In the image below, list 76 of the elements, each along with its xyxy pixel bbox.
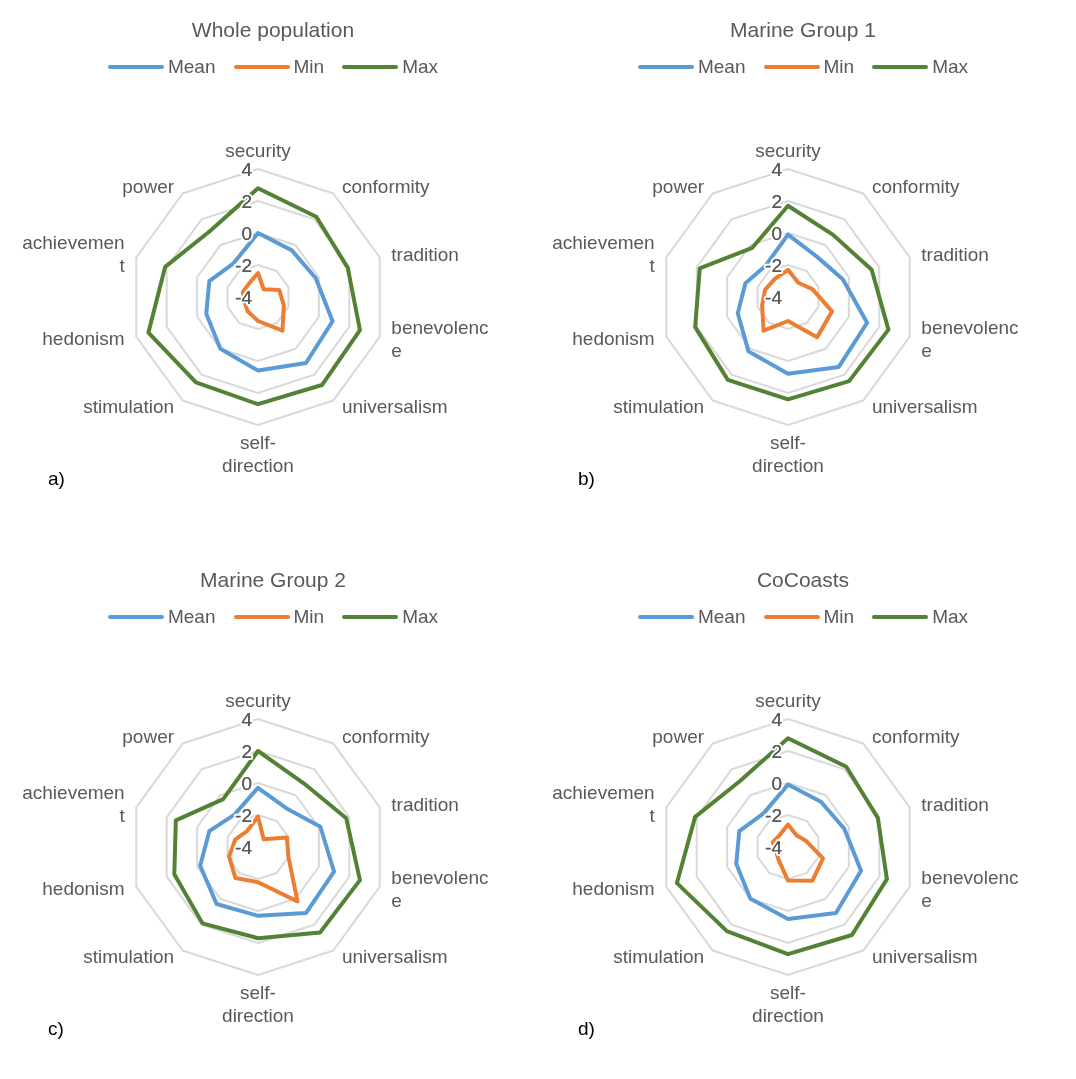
- spoke-label: self-direction: [752, 982, 824, 1026]
- spoke-label: security: [755, 140, 822, 161]
- y-tick-label: -4: [765, 287, 783, 308]
- y-tick-label: 4: [771, 159, 783, 180]
- spoke-label: achievement: [22, 232, 126, 277]
- spoke-label: stimulation: [613, 946, 705, 968]
- legend-label: Min: [293, 56, 325, 78]
- y-tick-label: -2: [235, 805, 252, 826]
- legend-label: Mean: [697, 606, 746, 628]
- spoke-label: power: [652, 725, 705, 747]
- spoke-label: tradition: [391, 243, 459, 265]
- y-tick-label: -2: [765, 255, 782, 276]
- spoke-label: universalism: [341, 946, 448, 968]
- legend-label: Mean: [167, 606, 216, 628]
- text: d): [578, 1018, 595, 1040]
- legend-label: Max: [402, 56, 439, 78]
- y-tick-label: 4: [771, 709, 783, 730]
- spoke-label: self-direction: [752, 432, 824, 476]
- spoke-label: hedonism: [42, 328, 125, 350]
- spoke-label: conformity: [871, 175, 961, 197]
- y-tick-label: -2: [235, 255, 252, 276]
- spoke-label: stimulation: [83, 396, 175, 418]
- spoke-label: conformity: [341, 725, 431, 747]
- spoke-label: self-direction: [222, 432, 294, 476]
- legend-label: Max: [402, 606, 439, 628]
- spoke-label: benevolence: [921, 316, 1019, 361]
- y-tick-label: 0: [241, 773, 252, 794]
- spoke-label: self-direction: [222, 982, 294, 1026]
- spoke-label: stimulation: [613, 396, 705, 418]
- spoke-label: tradition: [391, 793, 459, 815]
- spoke-label: benevolence: [391, 866, 489, 911]
- spoke-label: power: [652, 175, 705, 197]
- spoke-label: power: [122, 175, 175, 197]
- text: b): [578, 468, 595, 490]
- spoke-label: tradition: [921, 243, 989, 265]
- spoke-label: tradition: [921, 793, 989, 815]
- spoke-label: achievement: [552, 782, 656, 827]
- y-tick-label: 4: [241, 159, 253, 180]
- y-tick-label: -2: [765, 805, 782, 826]
- chart-title: Marine Group 2: [199, 568, 347, 593]
- y-tick-label: 0: [771, 223, 782, 244]
- legend-label: Max: [932, 56, 969, 78]
- spoke-label: benevolence: [391, 316, 489, 361]
- legend-label: Min: [293, 606, 325, 628]
- spoke-label: universalism: [871, 396, 978, 418]
- spoke-label: achievement: [22, 782, 126, 827]
- spoke-label: hedonism: [572, 878, 655, 900]
- legend-label: Mean: [697, 56, 746, 78]
- spoke-label: conformity: [871, 725, 961, 747]
- y-tick-label: 2: [241, 741, 252, 762]
- y-tick-label: 0: [771, 773, 782, 794]
- spoke-label: achievement: [552, 232, 656, 277]
- spoke-label: benevolence: [921, 866, 1019, 911]
- text: a): [48, 468, 65, 490]
- y-tick-label: 4: [241, 709, 253, 730]
- spoke-label: security: [225, 140, 292, 161]
- spoke-label: conformity: [341, 175, 431, 197]
- y-tick-label: 2: [771, 191, 782, 212]
- spoke-label: hedonism: [572, 328, 655, 350]
- y-tick-label: -4: [235, 837, 253, 858]
- spoke-label: universalism: [871, 946, 978, 968]
- chart-title: CoCoasts: [755, 568, 851, 593]
- spoke-label: power: [122, 725, 175, 747]
- legend-label: Mean: [167, 56, 216, 78]
- legend-label: Min: [823, 606, 855, 628]
- spoke-label: hedonism: [42, 878, 125, 900]
- spoke-label: security: [225, 690, 292, 711]
- chart-title: Whole population: [190, 18, 356, 43]
- spoke-label: universalism: [341, 396, 448, 418]
- spoke-label: stimulation: [83, 946, 175, 968]
- legend-label: Min: [823, 56, 855, 78]
- spoke-label: security: [755, 690, 822, 711]
- chart-title: Marine Group 1: [729, 18, 877, 43]
- text: c): [48, 1018, 64, 1040]
- y-tick-label: 0: [241, 223, 252, 244]
- legend-label: Max: [932, 606, 969, 628]
